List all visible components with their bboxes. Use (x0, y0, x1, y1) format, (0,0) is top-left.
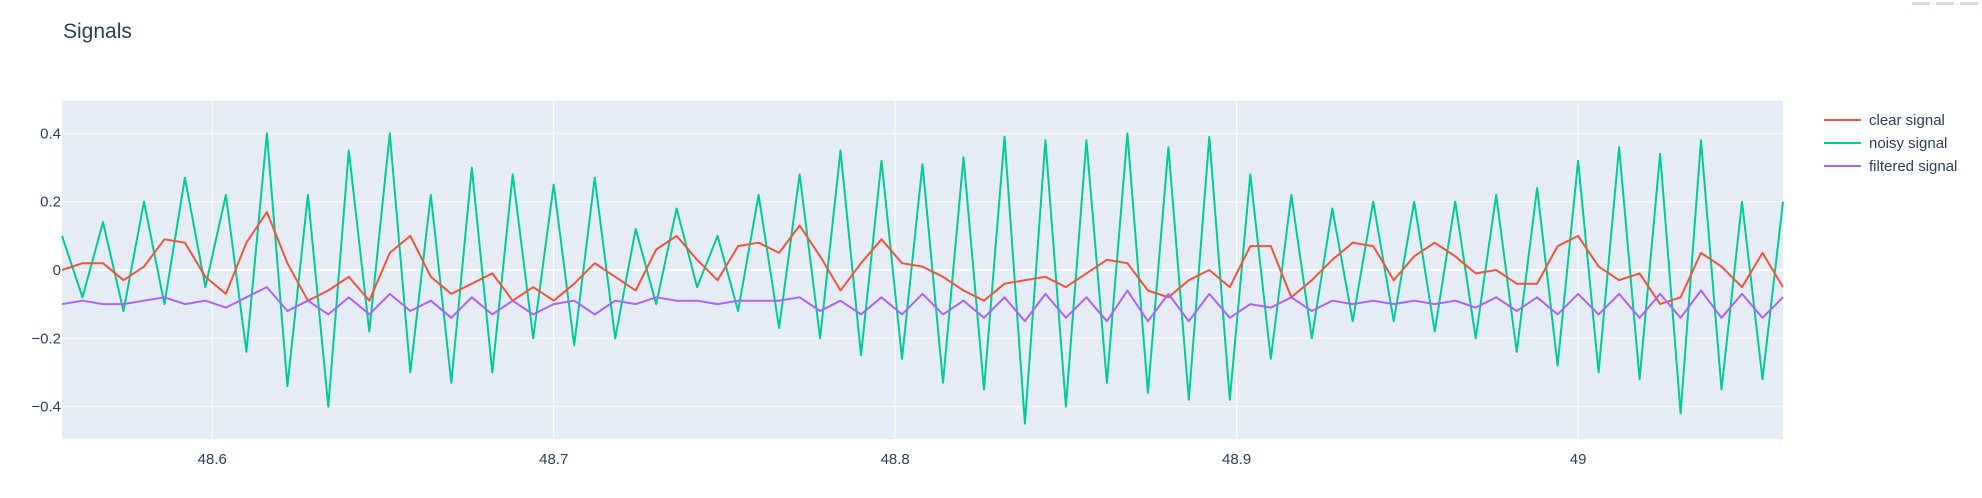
x-tick-label: 48.7 (539, 451, 568, 468)
x-tick-label: 48.6 (198, 451, 227, 468)
series-line-noisy-signal (61, 132, 1784, 425)
series-line-clear-signal (61, 211, 1784, 306)
chart-title: Signals (63, 20, 132, 43)
y-axis: −0.4 −0.2 0 0.2 0.4 (31, 125, 61, 415)
legend-label[interactable]: clear signal (1869, 112, 1945, 129)
legend[interactable]: clear signal noisy signal filtered signal (1824, 112, 1957, 175)
y-tick-label: −0.2 (31, 330, 61, 347)
x-tick-label: 49 (1570, 451, 1587, 468)
series-line-filtered-signal (61, 286, 1784, 323)
y-tick-label: 0.4 (40, 125, 61, 142)
legend-label[interactable]: filtered signal (1869, 158, 1957, 175)
x-axis: 48.6 48.7 48.8 48.9 49 (198, 451, 1587, 468)
modebar-icon[interactable] (1936, 0, 1954, 5)
modebar-icon[interactable] (1960, 0, 1978, 5)
legend-label[interactable]: noisy signal (1869, 135, 1947, 152)
y-tick-label: 0 (53, 262, 61, 279)
modebar (1912, 0, 1978, 5)
series-layer (61, 132, 1784, 425)
y-tick-label: 0.2 (40, 194, 61, 211)
modebar-icon[interactable] (1912, 0, 1930, 5)
y-tick-label: −0.4 (31, 399, 61, 416)
x-tick-label: 48.8 (881, 451, 910, 468)
x-tick-label: 48.9 (1222, 451, 1251, 468)
